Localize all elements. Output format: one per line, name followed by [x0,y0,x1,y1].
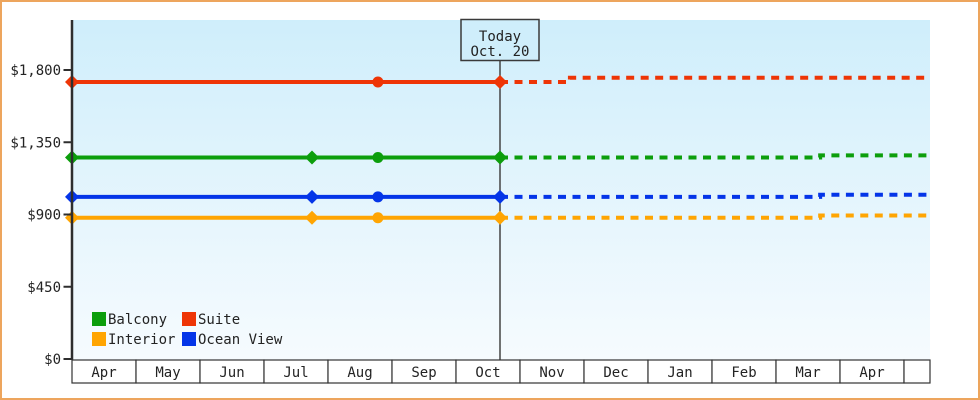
y-axis-ticks: $1,800 $1,350 $900 $450 $0 [10,63,72,368]
month-label: Apr [91,365,116,381]
data-point-balcony [305,150,319,165]
month-label: Jul [283,365,308,381]
legend-item-interior: Interior [92,332,175,348]
series-projection-balcony [500,153,929,160]
data-point-suite [493,75,507,90]
data-point-balcony [493,150,507,165]
month-label: Nov [539,365,564,381]
series-projection-suite [500,75,929,85]
legend-swatch-balcony [92,312,106,326]
marker-layer [65,75,507,225]
data-point-interior [372,212,384,224]
month-label: Apr [859,365,884,381]
today-annotation-box: Today Oct. 20 [460,18,540,62]
month-label: Jun [219,365,244,381]
y-axis-label: $450 [27,280,61,296]
y-axis-label: $0 [44,352,61,368]
data-point-ocean-view [372,191,384,203]
month-label: Dec [603,365,628,381]
legend-label-interior: Interior [108,332,175,348]
month-label: Sep [411,365,436,381]
month-cell [903,359,931,384]
legend-swatch-ocean-view [182,332,196,346]
legend-label-balcony: Balcony [108,312,167,328]
month-label: Aug [347,365,372,381]
data-point-ocean-view [305,189,319,204]
month-label: Jan [667,365,692,381]
today-box-line1: Today [479,29,521,45]
y-axis-label: $1,350 [10,135,61,151]
x-axis-month-row: Apr May Jun Jul Aug Sep Oct Nov Dec Jan Feb Mar Apr [71,359,931,384]
series-projection-interior [500,213,929,220]
legend-swatch-suite [182,312,196,326]
legend-swatch-interior [92,332,106,346]
month-label: Feb [731,365,756,381]
y-axis-label: $1,800 [10,63,61,79]
today-box-rect [460,18,540,62]
month-label: Oct [475,365,500,381]
y-axis-label: $900 [27,208,61,224]
data-point-interior [305,210,319,225]
today-box-line2: Oct. 20 [470,44,529,60]
legend-item-balcony: Balcony [92,312,167,328]
month-label: Mar [795,365,820,381]
data-point-ocean-view [493,189,507,204]
legend-item-ocean-view: Ocean View [182,332,283,348]
plot-area [72,20,930,360]
data-point-balcony [372,152,384,164]
series-layer [72,75,929,220]
legend-label-suite: Suite [198,312,240,328]
data-point-interior [493,210,507,225]
month-label: May [155,365,180,381]
legend-item-suite: Suite [182,312,240,328]
series-projection-ocean-view [500,192,929,199]
data-point-suite [372,76,384,88]
legend: Balcony Suite Interior Ocean View [92,312,283,348]
legend-label-ocean-view: Ocean View [198,332,283,348]
